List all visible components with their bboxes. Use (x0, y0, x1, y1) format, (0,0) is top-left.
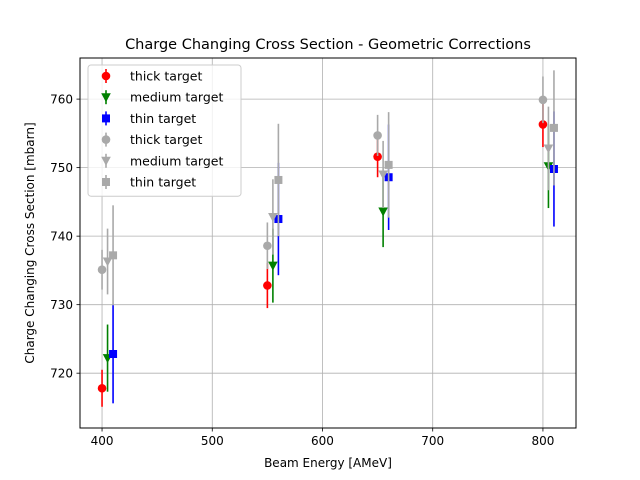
legend: thick target medium target thin target thic… (87, 64, 242, 197)
data-point (378, 170, 388, 180)
x-tick-label: 800 (531, 434, 554, 448)
data-point (378, 207, 388, 217)
legend-marker (101, 71, 111, 81)
legend-label: thick target (130, 69, 202, 84)
series-5 (102, 106, 554, 295)
x-tick-label: 700 (421, 434, 444, 448)
chart-title: Charge Changing Cross Section - Geometri… (125, 37, 531, 53)
plot-data (97, 70, 558, 407)
series-4 (97, 76, 548, 290)
data-point (538, 120, 548, 129)
legend-label: thin target (130, 175, 196, 190)
legend-marker (101, 93, 111, 103)
y-tick-label: 730 (50, 298, 73, 312)
data-point (274, 175, 283, 184)
series-6 (109, 70, 558, 306)
legend-label: thick target (130, 132, 202, 147)
data-point (543, 144, 554, 154)
y-tick-label: 750 (50, 161, 73, 175)
legend-label: thin target (130, 111, 196, 126)
plot-frame (79, 57, 577, 429)
x-tick-label: 500 (201, 434, 224, 448)
axis-ticks: 400 500 600 700 800 720 730 740 750 760 (50, 92, 554, 448)
data-point (263, 241, 272, 251)
y-axis-label: Charge Changing Cross Section [mbarn] (23, 122, 37, 363)
data-point (549, 123, 558, 132)
legend-marker (102, 178, 110, 186)
data-point (538, 95, 548, 105)
y-tick-label: 760 (50, 92, 73, 106)
y-tick-label: 720 (50, 366, 73, 380)
legend-label: medium target (130, 90, 223, 105)
data-point (373, 131, 382, 140)
data-point (263, 281, 272, 290)
data-point (268, 261, 278, 271)
data-point (109, 251, 118, 260)
data-point (109, 350, 118, 358)
data-point (384, 160, 393, 169)
data-point (97, 383, 107, 393)
legend-marker (101, 135, 111, 144)
x-tick-label: 400 (91, 434, 114, 448)
legend-box (87, 64, 242, 197)
x-tick-label: 600 (311, 434, 334, 448)
data-point (97, 265, 107, 275)
data-point (102, 257, 113, 267)
legend-marker (102, 114, 110, 123)
legend-marker (101, 156, 111, 166)
legend-label: medium target (130, 153, 223, 168)
data-point (373, 152, 382, 161)
data-point (268, 212, 278, 222)
x-axis-label: Beam Energy [AMeV] (264, 456, 392, 470)
y-tick-label: 740 (50, 229, 73, 243)
